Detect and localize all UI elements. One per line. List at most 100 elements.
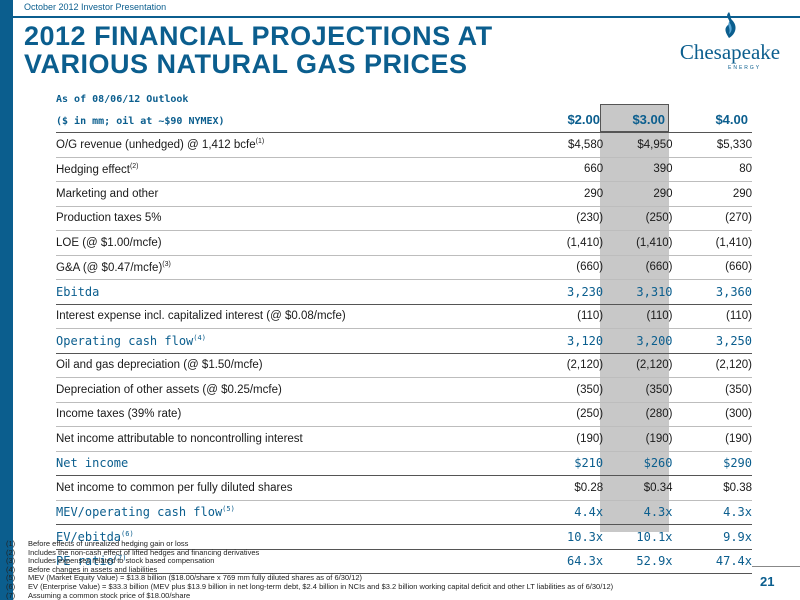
footnote: (5) MEV (Market Equity Value) = $13.8 bil…	[6, 574, 613, 583]
footnote-text: Assuming a common stock price of $18.00/…	[28, 590, 191, 600]
row-label-text: Production taxes 5%	[56, 212, 162, 225]
footnote-ref: (5)	[222, 505, 235, 514]
column-header-4-00: $4.00	[715, 112, 748, 127]
table-row: G&A (@ $0.47/mcfe)(3) (660) (660) (660)	[56, 255, 752, 280]
table-row: Net income attributable to noncontrollin…	[56, 426, 752, 452]
cell-value: 64.3x	[528, 548, 604, 574]
footnote-text: Includes expenses related to stock based…	[28, 556, 215, 566]
cell-value: (660)	[603, 255, 673, 280]
row-label-text: EV/ebitda	[56, 529, 122, 544]
cell-value: (1,410)	[672, 230, 752, 256]
cell-value: $290	[672, 450, 752, 476]
cell-value: (190)	[672, 426, 752, 452]
left-accent-bar	[0, 0, 13, 600]
cell-value: $260	[603, 450, 673, 476]
footnote-ref: (4)	[193, 333, 206, 342]
row-label: G&A (@ $0.47/mcfe)(3)	[56, 255, 529, 280]
footnote-number: (5)	[6, 573, 16, 583]
row-label-text: Oil and gas depreciation (@ $1.50/mcfe)	[56, 359, 263, 372]
footnote-number: (2)	[6, 547, 16, 557]
row-label: Oil and gas depreciation (@ $1.50/mcfe)	[56, 353, 529, 378]
cell-value: 3,360	[672, 279, 752, 305]
cell-value: (1,410)	[603, 230, 673, 256]
row-label-text: Operating cash flow	[56, 333, 194, 348]
company-logo: Chesapeake ENERGY	[670, 10, 790, 76]
row-label-text: G&A (@ $0.47/mcfe)	[56, 261, 163, 274]
table-row: Oil and gas depreciation (@ $1.50/mcfe) (…	[56, 353, 752, 378]
row-label: O/G revenue (unhedged) @ 1,412 bcfe(1)	[56, 132, 529, 158]
row-label-text: LOE (@ $1.00/mcfe)	[56, 236, 162, 249]
row-label-text: Marketing and other	[56, 187, 159, 200]
footnote-text: Before changes in assets and liabilities	[28, 564, 158, 574]
row-label: Interest expense incl. capitalized inter…	[56, 304, 529, 329]
footnote: (7) Assuming a common stock price of $18.…	[6, 590, 613, 600]
logo-subtitle: ENERGY	[728, 65, 762, 71]
cell-value: 3,310	[603, 279, 673, 305]
row-label: Hedging effect(2)	[56, 157, 529, 182]
table-row: Net income to common per fully diluted s…	[56, 475, 752, 501]
cell-value: (300)	[672, 402, 752, 427]
table-row: Operating cash flow(4) 3,120 3,200 3,250	[56, 328, 752, 354]
cell-value: 3,250	[672, 328, 752, 354]
cell-value: (350)	[528, 377, 604, 403]
cell-value: 390	[603, 157, 673, 182]
row-label: LOE (@ $1.00/mcfe)	[56, 230, 529, 256]
table-row: Production taxes 5% (230) (250) (270)	[56, 206, 752, 231]
cell-value: (110)	[672, 304, 752, 329]
row-label: Net income	[56, 450, 529, 476]
row-label-text: O/G revenue (unhedged) @ 1,412 bcfe	[56, 139, 256, 152]
cell-value: 290	[603, 181, 673, 207]
cell-value: (350)	[603, 377, 673, 403]
row-label-text: Net income to common per fully diluted s…	[56, 481, 293, 494]
cell-value: 10.1x	[603, 524, 673, 550]
cell-value: (110)	[528, 304, 604, 329]
cell-value: (1,410)	[528, 230, 604, 256]
row-label-text: PE ratio	[56, 554, 114, 569]
row-label-text: MEV/operating cash flow	[56, 505, 223, 520]
page-number: 21	[760, 574, 775, 589]
column-header-3-00: $3.00	[632, 112, 665, 127]
footnote-ref: (3)	[162, 260, 171, 268]
row-label: Operating cash flow(4)	[56, 328, 529, 354]
cell-value: $0.28	[528, 475, 604, 501]
footnote: (6) EV (Enterprise Value) = $33.3 billion…	[6, 581, 614, 592]
footnote-text: EV (Enterprise Value) = $33.3 billion (M…	[28, 581, 614, 591]
header-note: October 2012 Investor Presentation	[24, 2, 167, 12]
cell-value: (270)	[672, 206, 752, 231]
table-row: Depreciation of other assets (@ $0.25/mc…	[56, 377, 752, 403]
table-row: PE ratio(7) 64.3x 52.9x 47.4x	[56, 548, 752, 574]
cell-value: 52.9x	[603, 548, 673, 574]
cell-value: 290	[672, 181, 752, 207]
cell-value: (110)	[603, 304, 673, 329]
footnote: (3) Includes expenses related to stock ba…	[6, 556, 613, 566]
cell-value: (350)	[672, 377, 752, 403]
row-label: Depreciation of other assets (@ $0.25/mc…	[56, 377, 529, 403]
flame-icon	[725, 12, 736, 38]
row-label-text: Net income	[56, 456, 129, 471]
footnote: (4) Before changes in assets and liabilit…	[6, 564, 613, 575]
cell-value: 9.9x	[672, 524, 752, 550]
cell-value: (2,120)	[528, 353, 604, 378]
cell-value: 3,230	[528, 279, 604, 305]
cell-value: (250)	[603, 206, 673, 231]
footnote-number: (6)	[6, 581, 16, 591]
cell-value: (250)	[528, 402, 604, 427]
column-header-2-00: $2.00	[567, 112, 600, 127]
page-title: 2012 FINANCIAL PROJECTIONS AT VARIOUS NA…	[24, 22, 493, 78]
logo-wordmark: Chesapeake	[679, 40, 781, 64]
row-label-text: Hedging effect	[56, 163, 130, 176]
projections-table: O/G revenue (unhedged) @ 1,412 bcfe(1) $4…	[56, 132, 752, 574]
cell-value: 3,120	[528, 328, 604, 354]
cell-value: $0.34	[603, 475, 673, 501]
cell-value: 4.4x	[528, 499, 604, 525]
row-label-text: Ebitda	[56, 284, 100, 299]
row-label: Net income attributable to noncontrollin…	[56, 426, 529, 452]
footnote-text: Includes the non-cash effect of lifted h…	[28, 547, 260, 557]
footnotes: (1) Before effects of unrealized hedging …	[6, 539, 614, 600]
cell-value: 4.3x	[672, 499, 752, 525]
row-label: Marketing and other	[56, 181, 529, 207]
footnote-ref: (2)	[129, 162, 139, 170]
table-row: O/G revenue (unhedged) @ 1,412 bcfe(1) $4…	[56, 132, 752, 158]
cell-value: 660	[528, 157, 604, 182]
footnote-ref: (7)	[113, 554, 127, 563]
